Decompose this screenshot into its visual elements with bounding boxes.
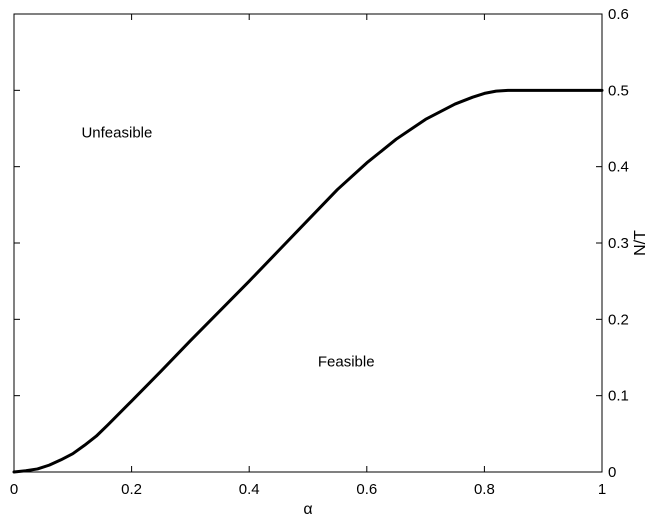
y-tick-label: 0.1 [608,388,629,405]
y-tick-labels: 0 0.1 0.2 0.3 0.4 0.5 0.6 [608,6,629,481]
x-axis-label: α [303,501,312,518]
x-tick-label: 0.4 [239,481,260,498]
x-tick-label: 1 [598,481,606,498]
y-tick-label: 0.4 [608,159,629,176]
y-tick-label: 0 [608,464,616,481]
annotation-unfeasible: Unfeasible [81,124,152,141]
series-line [12,88,604,474]
y-tick-label: 0.2 [608,311,629,328]
y-tick-label: 0.6 [608,6,629,23]
x-tick-label: 0.6 [356,481,377,498]
x-tick-label: 0 [10,481,18,498]
y-tick-label: 0.3 [608,235,629,252]
y-axis-label: N/T [632,230,649,256]
x-tick-label: 0.8 [474,481,495,498]
y-tick-label: 0.5 [608,82,629,99]
x-tick-labels: 0 0.2 0.4 0.6 0.8 1 [10,481,606,498]
plot-area [13,13,603,473]
x-tick-label: 0.2 [121,481,142,498]
annotation-feasible: Feasible [318,353,375,370]
